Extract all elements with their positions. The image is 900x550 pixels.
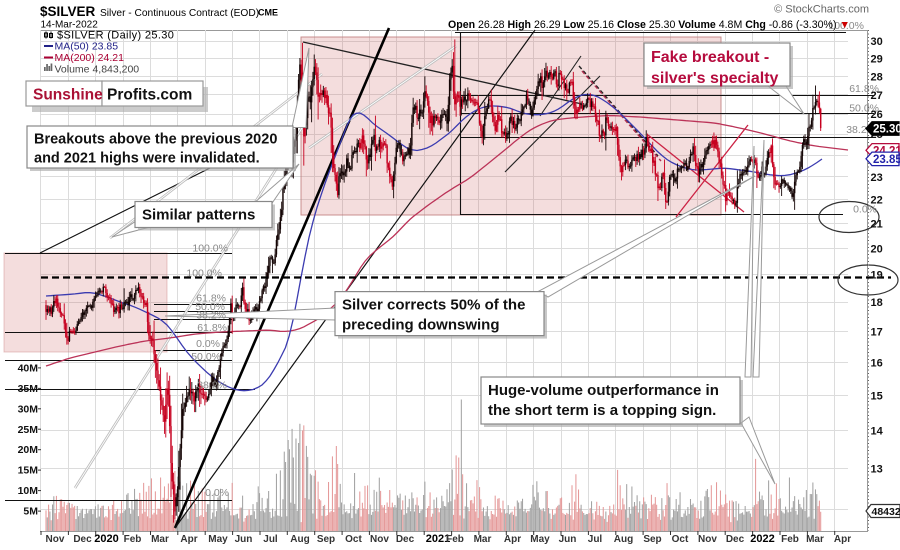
svg-text:MA(200) 24.21: MA(200) 24.21	[55, 52, 125, 64]
svg-text:2020: 2020	[94, 533, 118, 545]
svg-text:17: 17	[871, 326, 883, 338]
svg-text:Nov: Nov	[46, 534, 65, 545]
svg-text:61.8%: 61.8%	[196, 293, 226, 305]
svg-text:$SILVER: $SILVER	[40, 4, 96, 19]
svg-text:Nov: Nov	[698, 534, 717, 545]
svg-text:13: 13	[871, 464, 883, 476]
svg-text:Sunshine: Sunshine	[33, 87, 103, 104]
svg-text:20M: 20M	[18, 444, 39, 456]
svg-text:Mar: Mar	[474, 534, 492, 545]
svg-text:38.2%: 38.2%	[197, 380, 227, 392]
svg-text:50.0%: 50.0%	[195, 301, 225, 313]
svg-text:50.0%: 50.0%	[849, 103, 879, 115]
svg-text:5M: 5M	[23, 506, 38, 518]
svg-text:15: 15	[871, 390, 883, 402]
svg-text:2022: 2022	[750, 533, 774, 545]
svg-text:Aug: Aug	[290, 534, 309, 545]
svg-text:Aug: Aug	[614, 534, 633, 545]
svg-text:0.0%: 0.0%	[196, 338, 220, 350]
svg-text:Oct: Oct	[672, 534, 689, 545]
svg-text:25.30: 25.30	[873, 124, 900, 136]
svg-text:100.0%: 100.0%	[828, 20, 864, 32]
svg-text:Volume 4,843,200: Volume 4,843,200	[55, 63, 140, 75]
svg-text:10M: 10M	[18, 485, 39, 497]
svg-text:© StockCharts.com: © StockCharts.com	[774, 4, 869, 16]
svg-text:Jun: Jun	[559, 534, 577, 545]
svg-text:30M: 30M	[18, 403, 39, 415]
svg-text:22: 22	[871, 195, 883, 207]
svg-text:Jul: Jul	[588, 534, 603, 545]
svg-text:Silver - Continuous Contract (: Silver - Continuous Contract (EOD)	[100, 8, 259, 19]
svg-text:the short term is a topping si: the short term is a topping sign.	[488, 402, 716, 419]
svg-text:Feb: Feb	[781, 534, 799, 545]
svg-text:Dec: Dec	[726, 534, 745, 545]
svg-text:Similar patterns: Similar patterns	[142, 207, 255, 224]
svg-text:100.0%: 100.0%	[186, 268, 222, 280]
svg-text:0.0%: 0.0%	[853, 204, 877, 216]
svg-text:29: 29	[871, 53, 883, 65]
svg-text:50.0%: 50.0%	[191, 351, 221, 363]
svg-text:Feb: Feb	[124, 534, 142, 545]
svg-text:Jun: Jun	[235, 534, 253, 545]
svg-text:Oct: Oct	[345, 534, 362, 545]
svg-text:Profits.com: Profits.com	[107, 87, 192, 104]
svg-text:and 2021 highs were invalidate: and 2021 highs were invalidated.	[34, 151, 260, 167]
svg-text:0.0%: 0.0%	[205, 487, 229, 499]
svg-text:27: 27	[871, 90, 883, 102]
svg-text:100.0%: 100.0%	[192, 243, 228, 255]
svg-text:14-Mar-2022: 14-Mar-2022	[41, 20, 99, 31]
svg-text:16: 16	[871, 357, 883, 369]
svg-text:61.8%: 61.8%	[849, 83, 879, 95]
svg-text:14: 14	[871, 426, 884, 438]
svg-text:Open 26.28 High 26.29 Low 25.1: Open 26.28 High 26.29 Low 25.16 Close 25…	[448, 19, 850, 31]
svg-text:20: 20	[871, 243, 883, 255]
svg-text:Jul: Jul	[263, 534, 278, 545]
svg-text:May: May	[530, 534, 550, 545]
svg-text:Nov: Nov	[370, 534, 389, 545]
svg-text:Mar: Mar	[806, 534, 824, 545]
svg-text:30: 30	[871, 36, 883, 48]
svg-text:25M: 25M	[18, 424, 39, 436]
svg-text:preceding downswing: preceding downswing	[342, 317, 500, 334]
svg-text:Apr: Apr	[834, 534, 851, 545]
svg-text:Apr: Apr	[504, 534, 521, 545]
svg-text:38.2%: 38.2%	[196, 310, 226, 322]
svg-text:48432: 48432	[872, 506, 900, 518]
svg-text:2021: 2021	[426, 533, 450, 545]
svg-text:23.85: 23.85	[873, 154, 900, 166]
svg-text:Sep: Sep	[317, 534, 335, 545]
svg-text:23: 23	[871, 172, 883, 184]
svg-text:Fake breakout -: Fake breakout -	[651, 49, 769, 66]
svg-text:May: May	[208, 534, 228, 545]
svg-text:Silver corrects 50% of the: Silver corrects 50% of the	[342, 297, 525, 314]
svg-text:CME: CME	[258, 8, 278, 18]
svg-text:35M: 35M	[18, 383, 39, 395]
svg-text:40M: 40M	[18, 362, 39, 374]
svg-text:MA(50) 23.85: MA(50) 23.85	[55, 41, 119, 53]
svg-text:silver's specialty: silver's specialty	[651, 70, 779, 87]
svg-text:Mar: Mar	[151, 534, 169, 545]
svg-text:28: 28	[871, 71, 883, 83]
svg-text:Breakouts above the previous 2: Breakouts above the previous 2020	[34, 132, 277, 148]
svg-text:18: 18	[871, 297, 883, 309]
svg-text:Feb: Feb	[446, 534, 464, 545]
svg-text:19: 19	[871, 270, 883, 282]
svg-text:61.8%: 61.8%	[197, 322, 227, 334]
svg-text:21: 21	[871, 218, 883, 230]
svg-text:$SILVER (Daily) 25.30: $SILVER (Daily) 25.30	[57, 29, 174, 41]
svg-text:Sep: Sep	[643, 534, 661, 545]
svg-text:Dec: Dec	[73, 534, 92, 545]
svg-text:Apr: Apr	[180, 534, 197, 545]
svg-text:Dec: Dec	[396, 534, 415, 545]
svg-text:Huge-volume outperformance in: Huge-volume outperformance in	[488, 382, 719, 399]
svg-text:15M: 15M	[18, 465, 39, 477]
svg-text:26: 26	[871, 109, 883, 121]
